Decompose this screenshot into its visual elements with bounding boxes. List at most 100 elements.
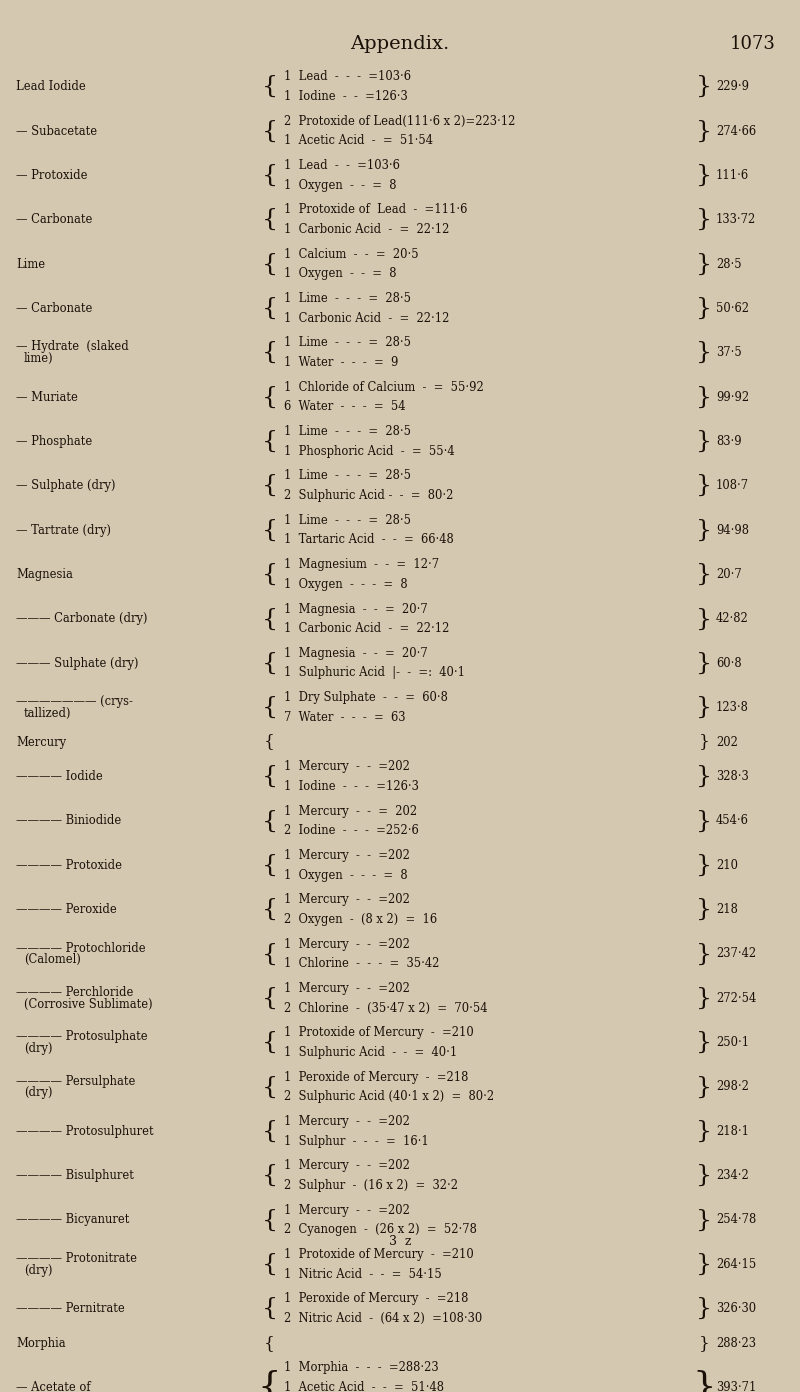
Text: 234·2: 234·2 — [716, 1169, 749, 1182]
Text: 1  Lead  -  -  -  =103·6: 1 Lead - - - =103·6 — [284, 71, 411, 84]
Text: 1  Mercury  -  -  =202: 1 Mercury - - =202 — [284, 1204, 410, 1217]
Text: 3  z: 3 z — [389, 1235, 411, 1247]
Text: 1  Lead  -  -  =103·6: 1 Lead - - =103·6 — [284, 159, 400, 173]
Text: ———— Protoxide: ———— Protoxide — [16, 859, 122, 871]
Text: }: } — [696, 209, 712, 231]
Text: 1  Lime  -  -  -  =  28·5: 1 Lime - - - = 28·5 — [284, 337, 411, 349]
Text: 1  Oxygen  -  -  =  8: 1 Oxygen - - = 8 — [284, 267, 397, 280]
Text: {: { — [262, 209, 278, 231]
Text: }: } — [696, 386, 712, 409]
Text: 328·3: 328·3 — [716, 770, 749, 784]
Text: ———— Iodide: ———— Iodide — [16, 770, 102, 784]
Text: {: { — [262, 296, 278, 320]
Text: {: { — [262, 651, 278, 675]
Text: 298·2: 298·2 — [716, 1080, 749, 1093]
Text: ———— Protochloride: ———— Protochloride — [16, 941, 146, 955]
Text: — Subacetate: — Subacetate — [16, 125, 97, 138]
Text: — Acetate of: — Acetate of — [16, 1381, 90, 1392]
Text: }: } — [696, 1031, 712, 1054]
Text: 1  Oxygen  -  -  =  8: 1 Oxygen - - = 8 — [284, 178, 397, 192]
Text: {: { — [262, 607, 278, 631]
Text: 1  Calcium  -  -  =  20·5: 1 Calcium - - = 20·5 — [284, 248, 418, 260]
Text: 202: 202 — [716, 735, 738, 749]
Text: 50·62: 50·62 — [716, 302, 749, 315]
Text: {: { — [262, 120, 278, 142]
Text: 1  Mercury  -  -  =202: 1 Mercury - - =202 — [284, 760, 410, 773]
Text: }: } — [698, 734, 710, 750]
Text: {: { — [262, 341, 278, 365]
Text: 274·66: 274·66 — [716, 125, 756, 138]
Text: {: { — [262, 1076, 278, 1098]
Text: }: } — [696, 1164, 712, 1187]
Text: 1  Peroxide of Mercury  -  =218: 1 Peroxide of Mercury - =218 — [284, 1292, 468, 1306]
Text: {: { — [262, 475, 278, 497]
Text: — Carbonate: — Carbonate — [16, 213, 92, 227]
Text: 1  Protoxide of  Lead  -  =111·6: 1 Protoxide of Lead - =111·6 — [284, 203, 467, 217]
Text: 2  Sulphuric Acid (40·1 x 2)  =  80·2: 2 Sulphuric Acid (40·1 x 2) = 80·2 — [284, 1090, 494, 1104]
Text: — Muriate: — Muriate — [16, 391, 78, 404]
Text: 1  Lime  -  -  -  =  28·5: 1 Lime - - - = 28·5 — [284, 514, 411, 526]
Text: 2  Sulphur  -  (16 x 2)  =  32·2: 2 Sulphur - (16 x 2) = 32·2 — [284, 1179, 458, 1192]
Text: {: { — [262, 164, 278, 187]
Text: 210: 210 — [716, 859, 738, 871]
Text: 1  Nitric Acid  -  -  =  54·15: 1 Nitric Acid - - = 54·15 — [284, 1268, 442, 1281]
Text: }: } — [696, 987, 712, 1009]
Text: }: } — [696, 164, 712, 187]
Text: 60·8: 60·8 — [716, 657, 742, 670]
Text: }: } — [696, 75, 712, 99]
Text: 1  Mercury  -  -  =202: 1 Mercury - - =202 — [284, 849, 410, 862]
Text: 1  Iodine  -  -  -  =126·3: 1 Iodine - - - =126·3 — [284, 780, 419, 793]
Text: }: } — [696, 296, 712, 320]
Text: 1  Tartaric Acid  -  -  =  66·48: 1 Tartaric Acid - - = 66·48 — [284, 533, 454, 547]
Text: 37·5: 37·5 — [716, 347, 742, 359]
Text: }: } — [696, 853, 712, 877]
Text: }: } — [696, 1119, 712, 1143]
Text: Lead Iodide: Lead Iodide — [16, 81, 86, 93]
Text: 1  Magnesia  -  -  =  20·7: 1 Magnesia - - = 20·7 — [284, 647, 428, 660]
Text: Magnesia: Magnesia — [16, 568, 73, 580]
Text: 326·30: 326·30 — [716, 1302, 756, 1315]
Text: }: } — [696, 475, 712, 497]
Text: 1  Oxygen  -  -  -  =  8: 1 Oxygen - - - = 8 — [284, 869, 408, 881]
Text: 1  Magnesia  -  -  =  20·7: 1 Magnesia - - = 20·7 — [284, 603, 428, 615]
Text: — Phosphate: — Phosphate — [16, 434, 92, 448]
Text: }: } — [696, 809, 712, 832]
Text: Morphia: Morphia — [16, 1336, 66, 1350]
Text: 6  Water  -  -  -  =  54: 6 Water - - - = 54 — [284, 401, 406, 413]
Text: ———— Bicyanuret: ———— Bicyanuret — [16, 1214, 130, 1226]
Text: 2  Sulphuric Acid -  -  =  80·2: 2 Sulphuric Acid - - = 80·2 — [284, 489, 454, 503]
Text: (dry): (dry) — [24, 1043, 53, 1055]
Text: Mercury: Mercury — [16, 735, 66, 749]
Text: 2  Cyanogen  -  (26 x 2)  =  52·78: 2 Cyanogen - (26 x 2) = 52·78 — [284, 1224, 477, 1236]
Text: 2  Oxygen  -  (8 x 2)  =  16: 2 Oxygen - (8 x 2) = 16 — [284, 913, 437, 926]
Text: ——— Sulphate (dry): ——— Sulphate (dry) — [16, 657, 138, 670]
Text: }: } — [696, 1297, 712, 1320]
Text: Lime: Lime — [16, 258, 45, 270]
Text: 1  Lime  -  -  -  =  28·5: 1 Lime - - - = 28·5 — [284, 425, 411, 438]
Text: 1  Morphia  -  -  -  =288·23: 1 Morphia - - - =288·23 — [284, 1361, 438, 1374]
Text: }: } — [696, 430, 712, 452]
Text: {: { — [262, 430, 278, 452]
Text: 1  Phosphoric Acid  -  =  55·4: 1 Phosphoric Acid - = 55·4 — [284, 445, 454, 458]
Text: 1  Acetic Acid  -  =  51·54: 1 Acetic Acid - = 51·54 — [284, 135, 433, 148]
Text: }: } — [696, 341, 712, 365]
Text: ———— Pernitrate: ———— Pernitrate — [16, 1302, 125, 1315]
Text: (dry): (dry) — [24, 1264, 53, 1276]
Text: (Corrosive Sublimate): (Corrosive Sublimate) — [24, 998, 153, 1011]
Text: 1  Lime  -  -  -  =  28·5: 1 Lime - - - = 28·5 — [284, 469, 411, 483]
Text: 1  Iodine  -  -  =126·3: 1 Iodine - - =126·3 — [284, 90, 408, 103]
Text: ———— Protosulphate: ———— Protosulphate — [16, 1030, 148, 1043]
Text: ———— Perchloride: ———— Perchloride — [16, 986, 134, 999]
Text: }: } — [696, 607, 712, 631]
Text: 2  Iodine  -  -  -  =252·6: 2 Iodine - - - =252·6 — [284, 824, 418, 837]
Text: 1  Mercury  -  -  =  202: 1 Mercury - - = 202 — [284, 805, 417, 817]
Text: {: { — [262, 942, 278, 966]
Text: }: } — [696, 562, 712, 586]
Text: 108·7: 108·7 — [716, 479, 749, 493]
Text: }: } — [696, 898, 712, 922]
Text: 2  Nitric Acid  -  (64 x 2)  =108·30: 2 Nitric Acid - (64 x 2) =108·30 — [284, 1311, 482, 1325]
Text: (dry): (dry) — [24, 1086, 53, 1100]
Text: ———— Peroxide: ———— Peroxide — [16, 903, 117, 916]
Text: }: } — [696, 1076, 712, 1098]
Text: 1  Sulphur  -  -  -  =  16·1: 1 Sulphur - - - = 16·1 — [284, 1134, 429, 1147]
